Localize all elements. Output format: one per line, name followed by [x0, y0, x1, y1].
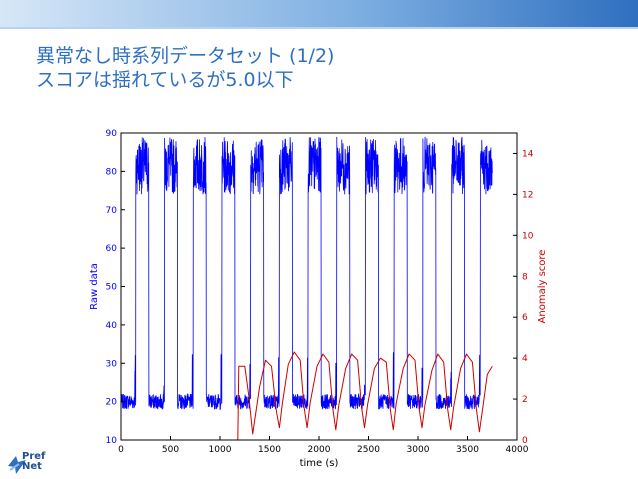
- slide-title-line-1: 異常なし時系列データセット (1/2): [36, 45, 335, 67]
- prefnet-logo-icon: [8, 456, 26, 474]
- y-left-tick-label: 60: [106, 244, 118, 254]
- y-right-tick-label: 2: [522, 395, 528, 405]
- y-axis-left: 10 20 30 40 50 60 70 80 90: [106, 129, 125, 446]
- slide-title-line-2: スコアは揺れているが5.0以下: [36, 69, 294, 91]
- y-axis-right: 0 2 4 6 8 10 12 14: [513, 149, 534, 446]
- y-left-tick-label: 50: [106, 283, 118, 293]
- y-left-tick-label: 90: [106, 129, 118, 139]
- anomaly-score-line: [121, 351, 493, 441]
- raw-data-line: [120, 136, 493, 411]
- x-tick-label: 0: [118, 445, 124, 455]
- y-right-tick-label: 0: [522, 436, 528, 446]
- y-right-tick-label: 10: [522, 231, 534, 241]
- x-tick-label: 3000: [407, 445, 430, 455]
- y-axis-right-label: Anomaly score: [537, 250, 548, 324]
- y-left-tick-label: 40: [106, 321, 118, 331]
- slide-title: 異常なし時系列データセット (1/2) スコアは揺れているが5.0以下: [36, 44, 334, 92]
- y-left-tick-label: 70: [106, 206, 118, 216]
- x-axis: 0 500 1000 1500 2000 2500 3000 3500 4000: [118, 436, 529, 455]
- x-tick-label: 2500: [357, 445, 380, 455]
- y-right-tick-label: 14: [522, 149, 534, 159]
- x-tick-label: 1500: [258, 445, 281, 455]
- y-right-tick-label: 8: [522, 272, 528, 282]
- y-left-tick-label: 80: [106, 167, 118, 177]
- y-right-tick-label: 12: [522, 190, 533, 200]
- x-tick-label: 500: [162, 445, 179, 455]
- y-right-tick-label: 4: [522, 354, 528, 364]
- x-tick-label: 1000: [209, 445, 232, 455]
- y-axis-left-label: Raw data: [89, 263, 100, 310]
- x-axis-label: time (s): [300, 458, 339, 469]
- logo-wordmark: Pref Net: [22, 452, 45, 472]
- logo-line-2: Net: [22, 461, 42, 472]
- title-bar-divider: [0, 27, 638, 29]
- logo-line-1: Pref: [22, 451, 46, 462]
- x-tick-label: 2000: [308, 445, 331, 455]
- y-left-tick-label: 20: [106, 398, 118, 408]
- y-left-tick-label: 30: [106, 359, 118, 369]
- y-left-tick-label: 10: [106, 436, 118, 446]
- x-tick-label: 4000: [506, 445, 529, 455]
- y-right-tick-label: 6: [522, 313, 528, 323]
- x-tick-label: 3500: [456, 445, 479, 455]
- title-bar: [0, 0, 638, 27]
